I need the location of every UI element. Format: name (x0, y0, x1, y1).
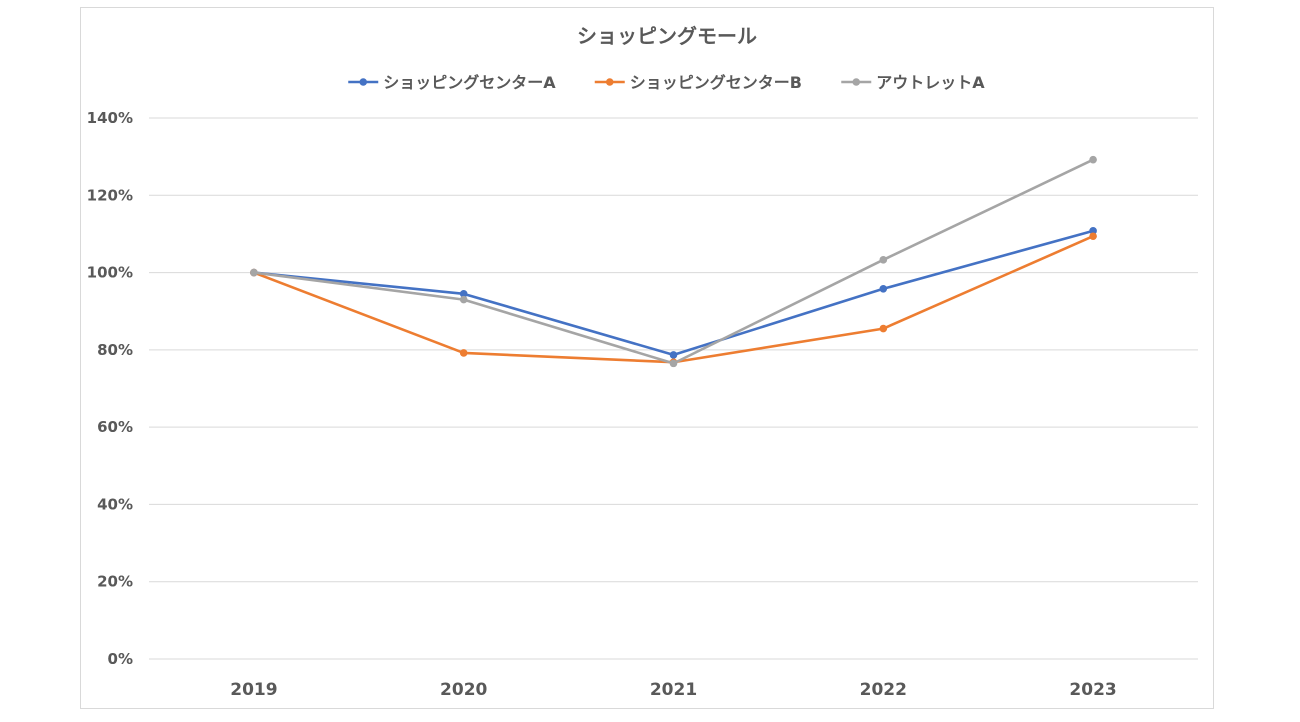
y-tick-label: 40% (97, 495, 133, 513)
series-1 (250, 227, 1097, 359)
legend-label: アウトレットA (876, 73, 985, 92)
series-line (252, 158, 1095, 365)
legend-item-3: アウトレットA (841, 73, 985, 92)
data-point (1089, 227, 1097, 235)
y-tick-label: 140% (87, 109, 133, 127)
y-axis: 0% 20% 40% 60% 80% 100% 120% 140% (87, 109, 133, 668)
y-tick-label: 100% (87, 264, 133, 282)
data-point (879, 256, 888, 264)
data-point (669, 351, 678, 359)
x-tick-label: 2021 (650, 680, 697, 700)
data-point (250, 268, 258, 277)
x-tick-label: 2020 (440, 680, 487, 700)
legend-label: ショッピングセンターA (383, 73, 556, 92)
data-point (459, 290, 468, 298)
gridlines (149, 117, 1198, 660)
data-point (1089, 155, 1097, 164)
legend-marker (852, 78, 861, 86)
y-tick-label: 120% (87, 186, 133, 204)
y-tick-label: 0% (108, 650, 133, 668)
data-point (459, 349, 468, 357)
data-point (459, 295, 468, 304)
y-tick-label: 60% (97, 418, 133, 436)
y-tick-label: 80% (97, 341, 133, 359)
chart-area: ショッピングモール ショッピングセンターA ショッピングセンターB アウトレットA … (80, 7, 1214, 709)
legend-label: ショッピングセンターB (630, 73, 802, 92)
data-point (879, 285, 888, 293)
data-point (879, 324, 888, 333)
legend: ショッピングセンターA ショッピングセンターB アウトレットA (348, 73, 985, 92)
series-3 (250, 155, 1097, 368)
series-2 (250, 232, 1097, 367)
x-tick-label: 2022 (860, 680, 907, 700)
line-chart: ショッピングモール ショッピングセンターA ショッピングセンターB アウトレットA … (87, 24, 1198, 700)
series-group (250, 155, 1097, 368)
data-point (669, 359, 678, 368)
series-line (252, 234, 1095, 364)
chart-title: ショッピングモール (577, 24, 757, 48)
x-tick-label: 2023 (1069, 680, 1116, 700)
legend-marker (359, 78, 368, 86)
data-point (1089, 232, 1097, 241)
legend-item-1: ショッピングセンターA (348, 73, 556, 92)
x-tick-label: 2019 (230, 680, 277, 700)
y-tick-label: 20% (97, 573, 133, 591)
legend-marker (605, 78, 614, 86)
legend-item-2: ショッピングセンターB (594, 73, 802, 92)
x-axis: 2019 2020 2021 2022 2023 (230, 680, 1117, 700)
